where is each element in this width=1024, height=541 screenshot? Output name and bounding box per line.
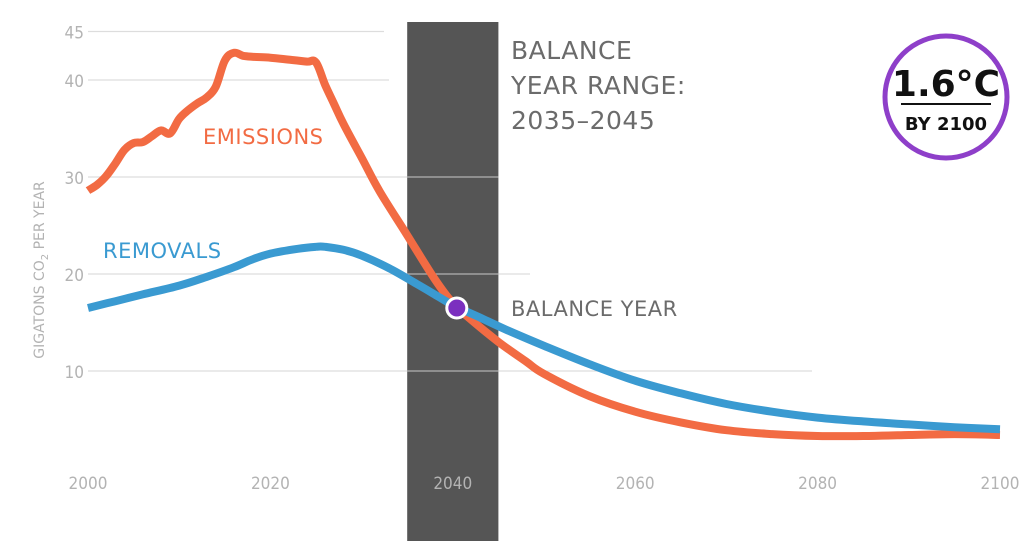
y-tick-label: 10 — [65, 363, 84, 383]
temperature-badge: 1.6°C BY 2100 — [882, 33, 1010, 161]
range-title-line-2: YEAR RANGE: — [510, 71, 686, 100]
badge-ring — [882, 33, 1010, 161]
badge-year: BY 2100 — [905, 114, 987, 135]
badge-temperature: 1.6°C — [892, 64, 1000, 105]
grid-lines-over-band — [407, 176, 499, 372]
y-axis-ticks: 10 20 30 40 45 — [65, 24, 84, 384]
y-tick-label: 30 — [65, 169, 84, 189]
removals-line — [86, 242, 1001, 434]
x-tick-label: 2020 — [251, 474, 290, 494]
removals-label: REMOVALS — [103, 239, 222, 263]
x-tick-label: 2100 — [981, 474, 1020, 494]
x-tick-label: 2040 — [433, 474, 472, 494]
y-axis-label: GIGATONS CO2 PER YEAR — [32, 181, 51, 359]
y-tick-label: 40 — [65, 72, 84, 92]
balance-point-marker — [445, 296, 469, 320]
y-tick-label: 45 — [65, 24, 84, 44]
emissions-label: EMISSIONS — [203, 125, 324, 149]
y-tick-label: 20 — [65, 266, 84, 286]
emissions-line — [85, 48, 1001, 441]
balance-year-label: BALANCE YEAR — [511, 297, 678, 321]
x-tick-label: 2060 — [616, 474, 655, 494]
range-title-line-1: BALANCE — [511, 36, 632, 65]
x-tick-label: 2000 — [69, 474, 108, 494]
range-title-line-3: 2035–2045 — [511, 106, 655, 135]
x-tick-label: 2080 — [798, 474, 837, 494]
balance-year-range-band — [407, 22, 499, 541]
x-axis-ticks: 2000 2020 2040 2060 2080 2100 — [69, 474, 1020, 494]
